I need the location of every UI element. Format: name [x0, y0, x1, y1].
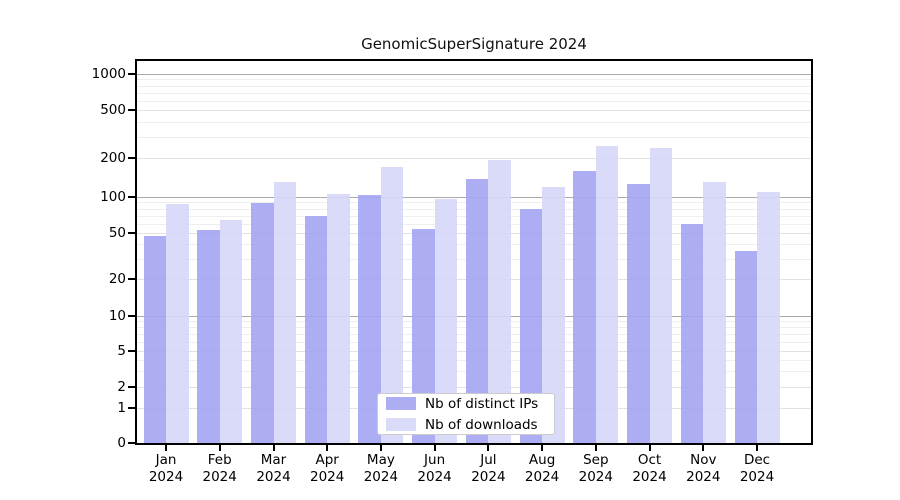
legend: Nb of distinct IPs Nb of downloads [377, 393, 555, 435]
gridline-minor [137, 137, 811, 138]
y-tick-label: 50 [108, 225, 126, 241]
distinct-ips-bar-apr [304, 215, 328, 443]
y-tick-label: 100 [100, 189, 126, 205]
x-tick-label: Nov 2024 [686, 452, 721, 485]
x-tick-label: Apr 2024 [310, 452, 345, 485]
distinct-ips-bar-jul [465, 179, 489, 443]
downloads-bar-may [380, 166, 404, 443]
y-tick-mark [128, 407, 135, 409]
x-tick-mark [165, 445, 167, 451]
x-tick-mark [433, 445, 436, 451]
y-tick-mark [128, 196, 135, 198]
y-tick-label: 200 [100, 150, 126, 166]
x-tick-mark [648, 445, 651, 451]
downloads-bar-oct [649, 148, 672, 443]
x-tick-mark [594, 445, 597, 451]
legend-swatch-downloads [386, 418, 416, 431]
legend-swatch-distinct-ips [386, 397, 416, 410]
legend-label-downloads: Nb of downloads [425, 416, 538, 433]
gridline [137, 110, 811, 111]
x-tick-label: Jan 2024 [148, 452, 184, 485]
distinct-ips-bar-nov [680, 223, 704, 443]
y-tick-label: 1000 [91, 66, 126, 82]
gridline-minor [137, 101, 811, 102]
downloads-bar-apr [327, 193, 350, 443]
distinct-ips-bar-oct [627, 184, 650, 443]
y-tick-mark [128, 442, 135, 444]
y-tick-label: 500 [100, 102, 126, 118]
gridline-minor [137, 79, 811, 80]
downloads-bar-aug [542, 186, 565, 443]
legend-label-distinct-ips: Nb of distinct IPs [425, 395, 539, 412]
y-tick-mark [128, 232, 135, 234]
distinct-ips-bar-feb [197, 230, 220, 443]
x-tick-label: Feb 2024 [202, 452, 237, 485]
x-tick-label: Sep 2024 [578, 452, 613, 485]
downloads-bar-mar [273, 182, 296, 443]
downloads-bar-jun [434, 198, 458, 443]
downloads-bar-feb [219, 220, 243, 443]
plot-area: Nb of distinct IPs Nb of downloads [135, 59, 813, 445]
x-tick-label: Jun 2024 [417, 452, 452, 485]
x-tick-label: May 2024 [363, 452, 399, 485]
y-tick-mark [128, 278, 135, 280]
gridline-major [137, 74, 811, 75]
x-tick-mark [379, 445, 382, 451]
y-tick-label: 20 [108, 271, 126, 287]
distinct-ips-bar-mar [251, 202, 274, 443]
y-tick-mark [128, 73, 135, 75]
x-tick-mark [326, 445, 329, 451]
y-tick-label: 5 [117, 343, 126, 359]
downloads-bar-jan [166, 203, 189, 443]
x-tick-mark [487, 445, 490, 451]
chart-title: GenomicSuperSignature 2024 [361, 35, 587, 53]
x-tick-mark [541, 445, 544, 451]
x-tick-mark [702, 445, 705, 451]
legend-item-distinct-ips: Nb of distinct IPs [386, 396, 546, 412]
y-tick-mark [128, 157, 135, 159]
y-tick-label: 2 [117, 379, 126, 395]
distinct-ips-bar-sep [573, 171, 596, 443]
x-tick-mark [272, 445, 275, 451]
downloads-bar-jul [488, 160, 511, 443]
gridline-minor [137, 122, 811, 123]
y-tick-mark [128, 350, 135, 352]
distinct-ips-bar-jun [412, 229, 435, 443]
distinct-ips-bar-jan [143, 236, 166, 443]
y-tick-label: 10 [108, 308, 126, 324]
distinct-ips-bar-dec [734, 250, 757, 443]
x-tick-mark [756, 445, 758, 451]
legend-item-downloads: Nb of downloads [386, 417, 546, 433]
y-tick-mark [128, 109, 135, 111]
gridline-minor [137, 93, 811, 94]
y-tick-mark [128, 386, 135, 388]
y-tick-label: 1 [117, 400, 126, 416]
distinct-ips-bar-aug [519, 208, 543, 443]
gridline [137, 158, 811, 159]
downloads-bar-dec [757, 191, 780, 443]
x-tick-label: Aug 2024 [524, 452, 560, 485]
x-tick-label: Jul 2024 [471, 452, 506, 485]
y-tick-label: 0 [117, 435, 126, 451]
x-tick-label: Oct 2024 [632, 452, 667, 485]
distinct-ips-bar-may [358, 194, 381, 443]
x-tick-label: Mar 2024 [256, 452, 291, 485]
y-tick-mark [128, 315, 135, 317]
x-tick-label: Dec 2024 [739, 452, 775, 485]
gridline-minor [137, 86, 811, 87]
x-tick-mark [218, 445, 221, 451]
downloads-bar-sep [595, 145, 619, 443]
downloads-bar-nov [703, 181, 726, 443]
